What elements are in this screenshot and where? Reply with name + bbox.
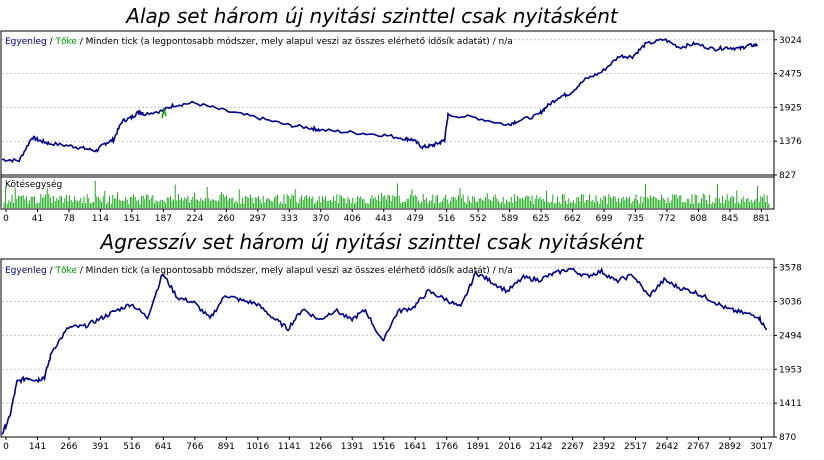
bottom-legend-sep: / [47, 266, 56, 276]
bottom-legend: Egyenleg / Tőke / Minden tick (a legpont… [5, 265, 513, 276]
x-tick-label: 406 [344, 214, 361, 224]
x-tick-label: 333 [281, 214, 298, 224]
x-tick-label: 0 [3, 442, 9, 452]
x-tick-label: 2517 [624, 442, 647, 452]
x-tick-label: 2767 [687, 442, 710, 452]
top-legend-balance: Egyenleg [5, 37, 47, 47]
x-tick-label: 1516 [372, 442, 395, 452]
x-tick-label: 78 [63, 214, 75, 224]
top-volume-bars [3, 180, 770, 208]
x-tick-label: 516 [438, 214, 455, 224]
y-tick-label: 3036 [779, 298, 802, 308]
equity-spike [161, 107, 167, 119]
bottom-chart-title: Agresszív set három új nyitási szinttel … [100, 230, 644, 254]
top-chart-title: Alap set három új nyitási szinttel csak … [126, 4, 618, 28]
volume-label: Kötésegység [5, 179, 62, 190]
x-tick-label: 2267 [561, 442, 584, 452]
top-legend-equity: Tőke [54, 37, 77, 47]
y-tick-label: 2475 [779, 70, 802, 80]
y-tick-label: 3578 [779, 264, 802, 274]
x-tick-label: 2392 [593, 442, 616, 452]
y-tick-label: 1925 [779, 103, 802, 113]
bottom-legend-balance: Egyenleg [5, 266, 47, 276]
top-balance-line [1, 38, 759, 163]
top-x-tick-labels: 0 41 78 114 151 187 224 260 297 333 370 406 443 479 51… [3, 209, 770, 224]
balance-series-line [1, 38, 759, 163]
x-tick-label: 2892 [718, 442, 741, 452]
y-tick-label: 1411 [779, 399, 802, 409]
volume-y-tick-label: 827 [779, 171, 796, 181]
x-tick-label: 845 [721, 214, 738, 224]
x-tick-label: 1266 [309, 442, 332, 452]
balance-series-line [1, 267, 768, 435]
bottom-balance-line [1, 267, 768, 435]
top-y-tick-labels: 1376 1925 2475 3024 827 [774, 36, 802, 181]
x-tick-label: 641 [155, 442, 172, 452]
x-tick-label: 1891 [467, 442, 490, 452]
y-tick-label: 2494 [779, 331, 802, 341]
top-legend-sep: / [47, 37, 56, 47]
x-tick-label: 3017 [750, 442, 773, 452]
x-tick-label: 552 [470, 214, 487, 224]
x-tick-label: 699 [595, 214, 612, 224]
x-tick-label: 662 [564, 214, 581, 224]
x-tick-label: 114 [92, 214, 109, 224]
x-tick-label: 1391 [341, 442, 364, 452]
top-grid [2, 39, 774, 142]
x-tick-label: 891 [218, 442, 235, 452]
x-tick-label: 1141 [278, 442, 301, 452]
x-tick-label: 479 [407, 214, 424, 224]
x-tick-label: 589 [501, 214, 518, 224]
x-tick-label: 1641 [404, 442, 427, 452]
x-tick-label: 187 [155, 214, 172, 224]
x-tick-label: 1766 [435, 442, 458, 452]
x-tick-label: 297 [249, 214, 266, 224]
top-chart-frame [0, 30, 775, 210]
x-tick-label: 0 [3, 214, 9, 224]
x-tick-label: 391 [92, 442, 109, 452]
x-tick-label: 2142 [530, 442, 553, 452]
x-tick-label: 224 [186, 214, 203, 224]
x-tick-label: 2642 [656, 442, 679, 452]
y-tick-label: 3024 [779, 36, 802, 46]
y-tick-label: 870 [779, 433, 796, 443]
y-tick-label: 1376 [779, 137, 802, 147]
bottom-x-tick-labels: 0 141 266 391 516 641 766 891 1016 1141 1266 1391 15… [3, 437, 773, 452]
x-tick-label: 443 [375, 214, 392, 224]
x-tick-label: 1016 [246, 442, 269, 452]
x-tick-label: 260 [218, 214, 235, 224]
x-tick-label: 735 [627, 214, 644, 224]
x-tick-label: 516 [123, 442, 140, 452]
x-tick-label: 808 [690, 214, 707, 224]
x-tick-label: 625 [532, 214, 549, 224]
x-tick-label: 266 [60, 442, 77, 452]
bottom-legend-equity: Tőke [54, 266, 77, 276]
x-tick-label: 370 [312, 214, 329, 224]
bottom-chart-frame [0, 258, 775, 438]
top-legend-rest: / Minden tick (a legpontosabb módszer, m… [77, 36, 513, 47]
top-legend: Egyenleg / Tőke / Minden tick (a legpont… [5, 36, 513, 47]
bottom-legend-rest: / Minden tick (a legpontosabb módszer, m… [77, 265, 513, 276]
bottom-grid [2, 267, 774, 404]
x-tick-label: 772 [658, 214, 675, 224]
x-tick-label: 41 [32, 214, 43, 224]
x-tick-label: 881 [753, 214, 770, 224]
x-tick-label: 151 [123, 214, 140, 224]
x-tick-label: 2016 [498, 442, 521, 452]
x-tick-label: 141 [29, 442, 46, 452]
y-tick-label: 1953 [779, 365, 802, 375]
bottom-y-tick-labels: 870 1411 1953 2494 3036 3578 [774, 264, 802, 443]
x-tick-label: 766 [186, 442, 203, 452]
